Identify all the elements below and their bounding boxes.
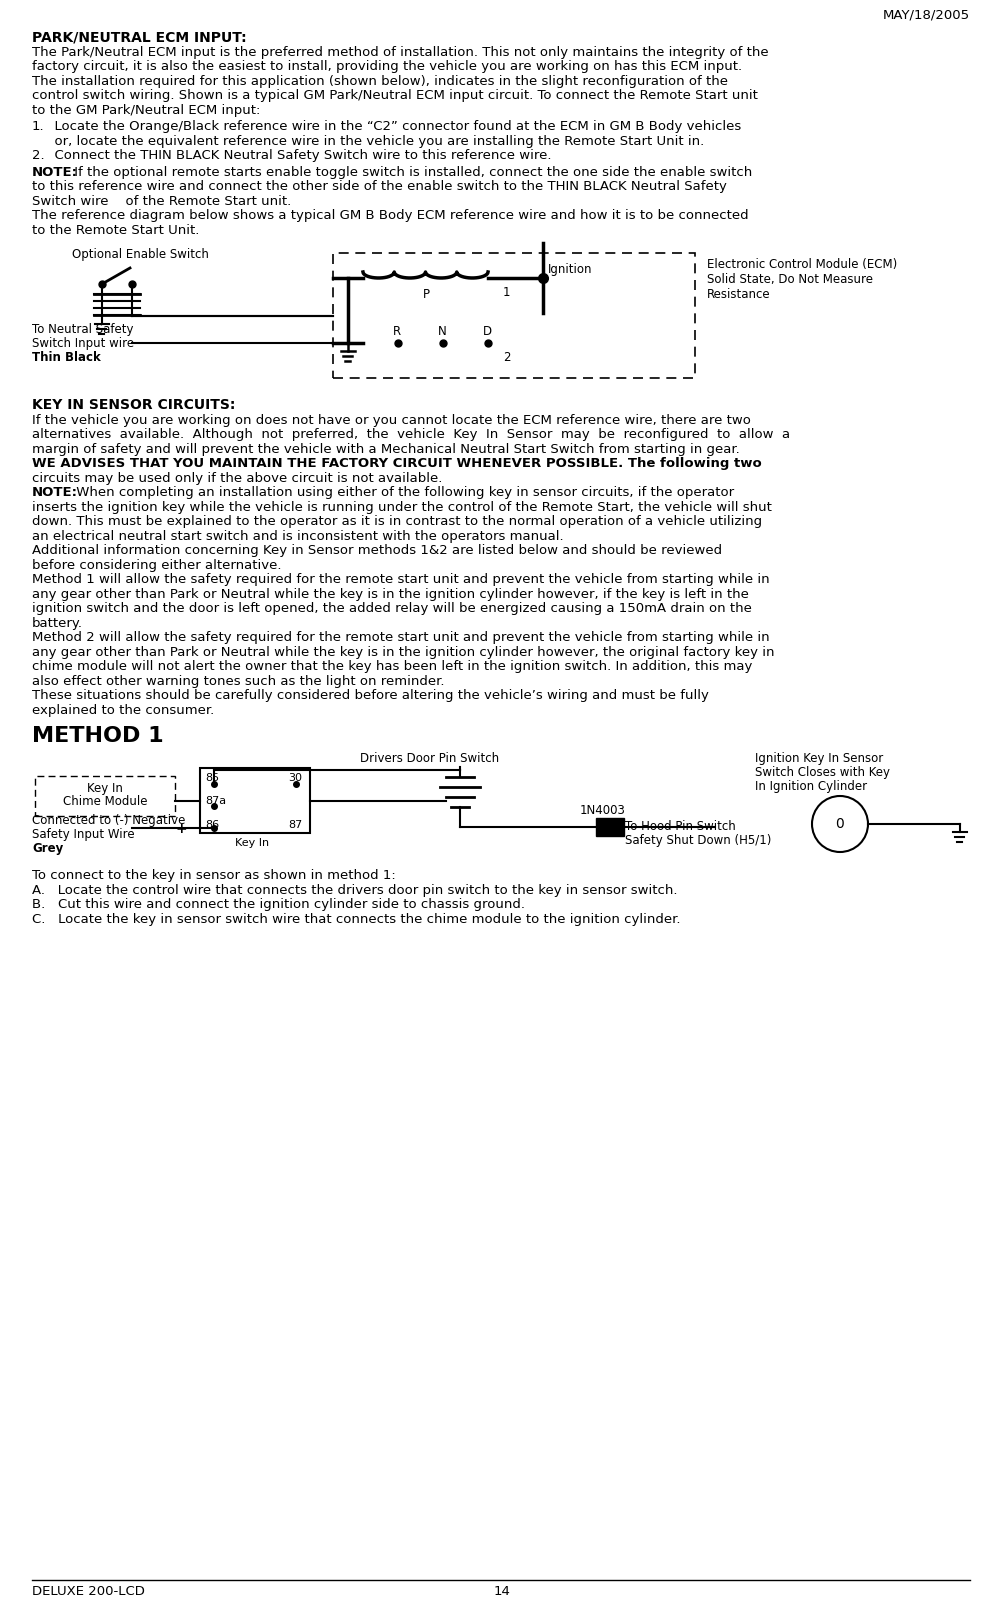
Text: C.   Locate the key in sensor switch wire that connects the chime module to the : C. Locate the key in sensor switch wire … [32,913,680,925]
Text: chime module will not alert the owner that the key has been left in the ignition: chime module will not alert the owner th… [32,660,751,672]
Text: Connect the THIN BLACK Neutral Safety Switch wire to this reference wire.: Connect the THIN BLACK Neutral Safety Sw… [46,149,551,162]
Text: To Hood Pin Switch: To Hood Pin Switch [625,820,735,833]
Text: DELUXE 200-LCD: DELUXE 200-LCD [32,1585,144,1598]
Text: Connected to (-) Negative: Connected to (-) Negative [32,813,186,828]
Text: When completing an installation using either of the following key in sensor circ: When completing an installation using ei… [72,487,733,500]
Text: 1: 1 [503,287,510,299]
Text: Method 1 will allow the safety required for the remote start unit and prevent th: Method 1 will allow the safety required … [32,573,769,586]
Text: 14: 14 [493,1585,510,1598]
Text: Switch Input wire: Switch Input wire [32,336,134,351]
Text: R: R [392,325,401,338]
Text: Safety Shut Down (H5/1): Safety Shut Down (H5/1) [625,834,770,847]
Text: Optional Enable Switch: Optional Enable Switch [72,248,209,261]
Text: Additional information concerning Key in Sensor methods 1&2 are listed below and: Additional information concerning Key in… [32,544,721,557]
Text: WE ADVISES THAT YOU MAINTAIN THE FACTORY CIRCUIT WHENEVER POSSIBLE. The followin: WE ADVISES THAT YOU MAINTAIN THE FACTORY… [32,456,761,471]
Text: 2.: 2. [32,149,44,162]
Text: PARK/NEUTRAL ECM INPUT:: PARK/NEUTRAL ECM INPUT: [32,30,247,43]
Text: B.   Cut this wire and connect the ignition cylinder side to chassis ground.: B. Cut this wire and connect the ignitio… [32,898,525,911]
Text: KEY IN SENSOR CIRCUITS:: KEY IN SENSOR CIRCUITS: [32,399,235,411]
Text: 30: 30 [288,773,302,783]
Text: Electronic Control Module (ECM): Electronic Control Module (ECM) [706,258,897,271]
Text: to the Remote Start Unit.: to the Remote Start Unit. [32,224,200,237]
Text: NOTE:: NOTE: [32,487,78,500]
Text: Locate the Orange/Black reference wire in the “C2” connector found at the ECM in: Locate the Orange/Black reference wire i… [46,120,740,133]
Text: Ignition Key In Sensor: Ignition Key In Sensor [754,752,883,765]
Bar [333,253,694,378]
Text: If the vehicle you are working on does not have or you cannot locate the ECM ref: If the vehicle you are working on does n… [32,413,750,426]
Text: also effect other warning tones such as the light on reminder.: also effect other warning tones such as … [32,674,444,687]
Text: inserts the ignition key while the vehicle is running under the control of the R: inserts the ignition key while the vehic… [32,501,771,514]
Bar [35,776,175,817]
Text: To Neutral Safety: To Neutral Safety [32,323,133,336]
Text: The reference diagram below shows a typical GM B Body ECM reference wire and how: The reference diagram below shows a typi… [32,210,748,223]
Text: METHOD 1: METHOD 1 [32,725,163,746]
Text: an electrical neutral start switch and is inconsistent with the operators manual: an electrical neutral start switch and i… [32,530,563,543]
Text: 86: 86 [205,820,219,829]
Text: P: P [422,288,429,301]
Text: Drivers Door Pin Switch: Drivers Door Pin Switch [360,752,498,765]
Text: A.   Locate the control wire that connects the drivers door pin switch to the ke: A. Locate the control wire that connects… [32,884,677,897]
Text: D: D [482,325,491,338]
Text: before considering either alternative.: before considering either alternative. [32,559,281,572]
Text: In Ignition Cylinder: In Ignition Cylinder [754,780,867,792]
Text: Solid State, Do Not Measure: Solid State, Do Not Measure [706,274,873,287]
Text: The installation required for this application (shown below), indicates in the s: The installation required for this appli… [32,75,727,88]
Bar [596,818,624,836]
Text: Key In: Key In [235,837,269,849]
Text: +: + [176,821,188,836]
Text: 1.: 1. [32,120,44,133]
Text: to the GM Park/Neutral ECM input:: to the GM Park/Neutral ECM input: [32,104,260,117]
Text: ignition switch and the door is left opened, the added relay will be energized c: ignition switch and the door is left ope… [32,602,751,615]
Text: Chime Module: Chime Module [62,796,147,809]
Text: control switch wiring. Shown is a typical GM Park/Neutral ECM input circuit. To : control switch wiring. Shown is a typica… [32,90,757,102]
Text: NOTE:: NOTE: [32,165,78,178]
Text: Ignition: Ignition [548,263,592,275]
Text: down. This must be explained to the operator as it is in contrast to the normal : down. This must be explained to the oper… [32,516,761,528]
Text: MAY/18/2005: MAY/18/2005 [882,8,969,21]
Text: to this reference wire and connect the other side of the enable switch to the TH: to this reference wire and connect the o… [32,179,726,194]
Text: or, locate the equivalent reference wire in the vehicle you are installing the R: or, locate the equivalent reference wire… [46,134,703,147]
Text: Grey: Grey [32,842,63,855]
Bar [200,768,310,833]
Text: Method 2 will allow the safety required for the remote start unit and prevent th: Method 2 will allow the safety required … [32,631,769,644]
Text: battery.: battery. [32,616,83,629]
Text: These situations should be carefully considered before altering the vehicle’s wi: These situations should be carefully con… [32,688,708,701]
Text: 0: 0 [834,817,844,831]
Text: Resistance: Resistance [706,288,770,301]
Text: 87a: 87a [205,796,226,805]
Text: margin of safety and will prevent the vehicle with a Mechanical Neutral Start Sw: margin of safety and will prevent the ve… [32,442,739,456]
Text: Thin Black: Thin Black [32,351,100,363]
Text: 85: 85 [205,773,219,783]
Text: explained to the consumer.: explained to the consumer. [32,703,214,717]
Text: alternatives  available.  Although  not  preferred,  the  vehicle  Key  In  Sens: alternatives available. Although not pre… [32,427,789,440]
Text: 87: 87 [288,820,302,829]
Text: factory circuit, it is also the easiest to install, providing the vehicle you ar: factory circuit, it is also the easiest … [32,59,741,74]
Text: Key In: Key In [87,781,122,796]
Text: The Park/Neutral ECM input is the preferred method of installation. This not onl: The Park/Neutral ECM input is the prefer… [32,45,768,59]
Text: Switch wire    of the Remote Start unit.: Switch wire of the Remote Start unit. [32,194,291,208]
Text: 1N4003: 1N4003 [580,804,625,817]
Text: any gear other than Park or Neutral while the key is in the ignition cylinder ho: any gear other than Park or Neutral whil… [32,645,773,658]
Text: Safety Input Wire: Safety Input Wire [32,828,134,841]
Text: any gear other than Park or Neutral while the key is in the ignition cylinder ho: any gear other than Park or Neutral whil… [32,588,748,600]
Text: If the optional remote starts enable toggle switch is installed, connect the one: If the optional remote starts enable tog… [70,165,751,178]
Text: To connect to the key in sensor as shown in method 1:: To connect to the key in sensor as shown… [32,869,395,882]
Text: circuits may be used only if the above circuit is not available.: circuits may be used only if the above c… [32,472,442,485]
Text: Switch Closes with Key: Switch Closes with Key [754,765,889,780]
Text: N: N [437,325,446,338]
Text: 2: 2 [503,351,510,363]
